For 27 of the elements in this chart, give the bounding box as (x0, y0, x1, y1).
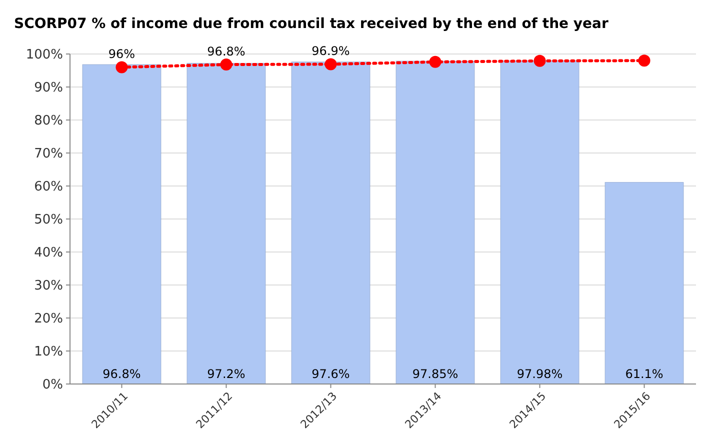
data-label: 97.6% (312, 367, 350, 381)
y-tick-label: 10% (34, 344, 63, 360)
y-tick-label: 60% (34, 180, 63, 195)
y-tick-label: 20% (34, 312, 63, 327)
data-label: 96% (108, 47, 136, 62)
y-tick-label: 50% (34, 212, 63, 228)
data-label: 96.8% (102, 367, 141, 381)
bar (186, 62, 266, 384)
bar (500, 60, 580, 384)
y-tick-label: 30% (34, 278, 63, 294)
bar (604, 182, 684, 384)
bar (82, 64, 162, 384)
data-label: 97.2% (207, 367, 246, 381)
data-label: 96.8% (207, 44, 246, 59)
y-tick-label: 40% (34, 246, 63, 261)
y-tick-label: 0% (42, 378, 63, 393)
data-label: 97.98% (516, 367, 563, 381)
y-tick-label: 100% (26, 48, 63, 63)
chart-title: SCORP07 % of income due from council tax received by the end of the year (14, 16, 608, 32)
data-label: 96.9% (312, 44, 350, 58)
bar (291, 62, 370, 384)
y-tick-label: 80% (34, 114, 63, 129)
bar (396, 60, 475, 384)
data-label: 61.1% (625, 367, 664, 381)
y-tick-label: 70% (34, 146, 63, 162)
data-label: 97.85% (412, 367, 458, 381)
y-tick-label: 90% (34, 80, 63, 96)
